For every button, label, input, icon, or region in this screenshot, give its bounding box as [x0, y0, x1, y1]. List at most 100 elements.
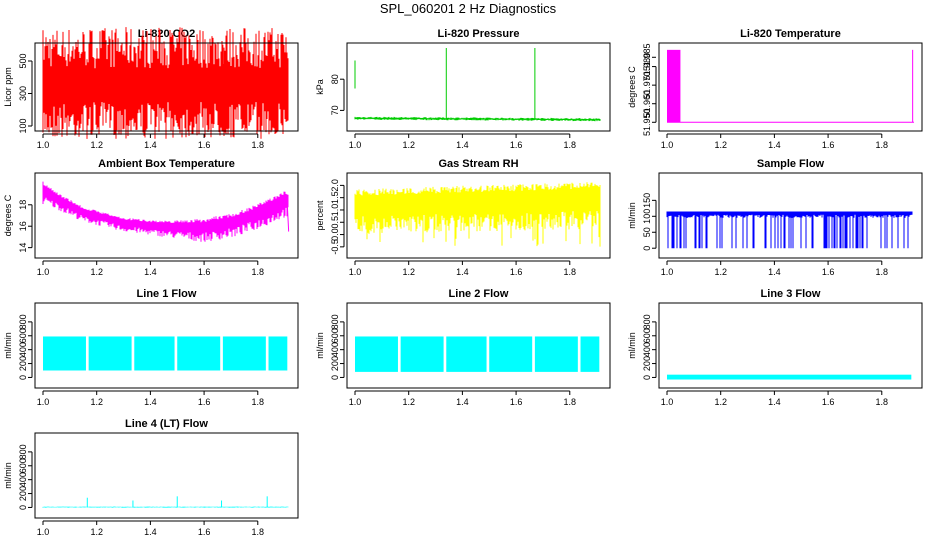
- x-tick-label: 1.0: [37, 140, 50, 150]
- x-tick-label: 1.4: [456, 140, 469, 150]
- y-axis: 100 300 500: [18, 53, 33, 134]
- y-tick-label: 300: [18, 86, 28, 101]
- y-tick-label: 400: [18, 472, 28, 487]
- series-block: [667, 374, 912, 380]
- x-tick-label: 1.6: [198, 140, 211, 150]
- x-tick-label: 1.4: [768, 267, 781, 277]
- data-series: [354, 48, 601, 122]
- data-series: [42, 181, 290, 242]
- y-tick-label: 51.985: [642, 44, 652, 72]
- x-tick-label: 1.8: [252, 140, 265, 150]
- series-tail: [286, 204, 290, 232]
- series-envelope: [42, 181, 289, 242]
- x-tick-label: 1.2: [402, 140, 415, 150]
- data-series: [42, 27, 289, 139]
- x-tick-label: 1.0: [37, 527, 50, 537]
- x-tick-label: 1.8: [876, 397, 889, 407]
- y-tick-label: 800: [18, 314, 28, 329]
- y-tick-label: -0.5: [330, 239, 340, 255]
- y-tick-label: 500: [18, 53, 28, 68]
- data-series: [42, 496, 289, 508]
- y-tick-label: 0: [330, 375, 340, 380]
- panel-2: Li-820 Pressure 1.0 1.2 1.4 1.6 1.8 70 80 kPa: [315, 28, 611, 150]
- series-block: [355, 336, 398, 372]
- y-tick-label: 50: [642, 227, 652, 237]
- y-axis-label: ml/min: [3, 332, 13, 359]
- x-tick-label: 1.8: [876, 267, 889, 277]
- panel-title: Ambient Box Temperature: [98, 158, 235, 170]
- y-tick-label: 2.0: [330, 179, 340, 192]
- x-tick-label: 1.8: [564, 397, 577, 407]
- y-tick-label: 51.980: [642, 53, 652, 81]
- series-block: [134, 336, 175, 371]
- data-series: [43, 336, 288, 371]
- x-tick-label: 1.6: [198, 397, 211, 407]
- x-axis: 1.0 1.2 1.4 1.6 1.8: [661, 133, 889, 150]
- y-tick-label: 400: [18, 342, 28, 357]
- plot-frame: [658, 42, 923, 132]
- y-tick-label: 51.970: [642, 71, 652, 99]
- x-tick-label: 1.4: [144, 527, 157, 537]
- x-tick-label: 1.2: [90, 140, 103, 150]
- figure-title: SPL_060201 2 Hz Diagnostics: [379, 1, 557, 16]
- x-tick-label: 1.0: [349, 267, 362, 277]
- x-axis: 1.0 1.2 1.4 1.6 1.8: [37, 520, 264, 537]
- y-axis-label: ml/min: [3, 462, 13, 489]
- x-tick-label: 1.0: [37, 267, 50, 277]
- data-series: [667, 374, 912, 380]
- x-axis: 1.0 1.2 1.4 1.6 1.8: [37, 133, 265, 150]
- x-tick-label: 1.8: [564, 267, 577, 277]
- plot-frame: [346, 302, 611, 389]
- panel-1: Li-820 CO2 1.0 1.2 1.4 1.6 1.8 100 300 500 Licor …: [3, 27, 299, 150]
- y-tick-label: 0.0: [330, 228, 340, 241]
- panel-title: Li-820 CO2: [138, 28, 195, 40]
- y-axis-label: ml/min: [627, 202, 637, 229]
- y-tick-label: 150: [642, 193, 652, 208]
- panel-title: Li-820 Pressure: [438, 28, 520, 40]
- y-tick-label: 800: [18, 444, 28, 459]
- x-tick-label: 1.4: [768, 397, 781, 407]
- y-axis-label: Licor ppm: [3, 67, 13, 107]
- data-series: [354, 182, 601, 247]
- x-tick-label: 1.8: [876, 140, 889, 150]
- x-axis: 1.0 1.2 1.4 1.6 1.8: [349, 390, 577, 407]
- series-block: [268, 336, 288, 371]
- x-tick-label: 1.8: [564, 140, 577, 150]
- x-tick-label: 1.6: [510, 140, 523, 150]
- series-square: [666, 211, 913, 249]
- series-band: [354, 116, 601, 122]
- y-tick-label: 0: [642, 246, 652, 251]
- y-tick-label: 200: [642, 356, 652, 371]
- x-tick-label: 1.2: [714, 140, 727, 150]
- x-tick-label: 1.6: [822, 267, 835, 277]
- y-tick-label: 0: [642, 375, 652, 380]
- y-tick-label: 200: [18, 356, 28, 371]
- panel-5: Gas Stream RH1.0 1.2 1.4 1.6 1.8-0.50.00.51.…: [315, 158, 611, 277]
- x-tick-label: 1.0: [661, 140, 674, 150]
- series-block: [489, 336, 533, 372]
- series-block: [222, 336, 266, 371]
- panel-title: Line 4 (LT) Flow: [125, 418, 208, 430]
- x-tick-label: 1.0: [349, 397, 362, 407]
- y-tick-label: 800: [642, 314, 652, 329]
- y-tick-label: 14: [18, 243, 28, 253]
- y-tick-label: 600: [330, 328, 340, 343]
- x-tick-label: 1.0: [37, 397, 50, 407]
- plot-frame: [34, 302, 299, 389]
- x-tick-label: 1.6: [510, 397, 523, 407]
- y-tick-label: 51.960: [642, 90, 652, 118]
- plot-frame: [658, 172, 923, 259]
- x-tick-label: 1.4: [768, 140, 781, 150]
- y-tick-label: 1.0: [330, 204, 340, 217]
- x-tick-label: 1.2: [402, 267, 415, 277]
- y-tick-label: 51.950: [642, 109, 652, 137]
- y-axis: 14 16 18: [18, 200, 33, 253]
